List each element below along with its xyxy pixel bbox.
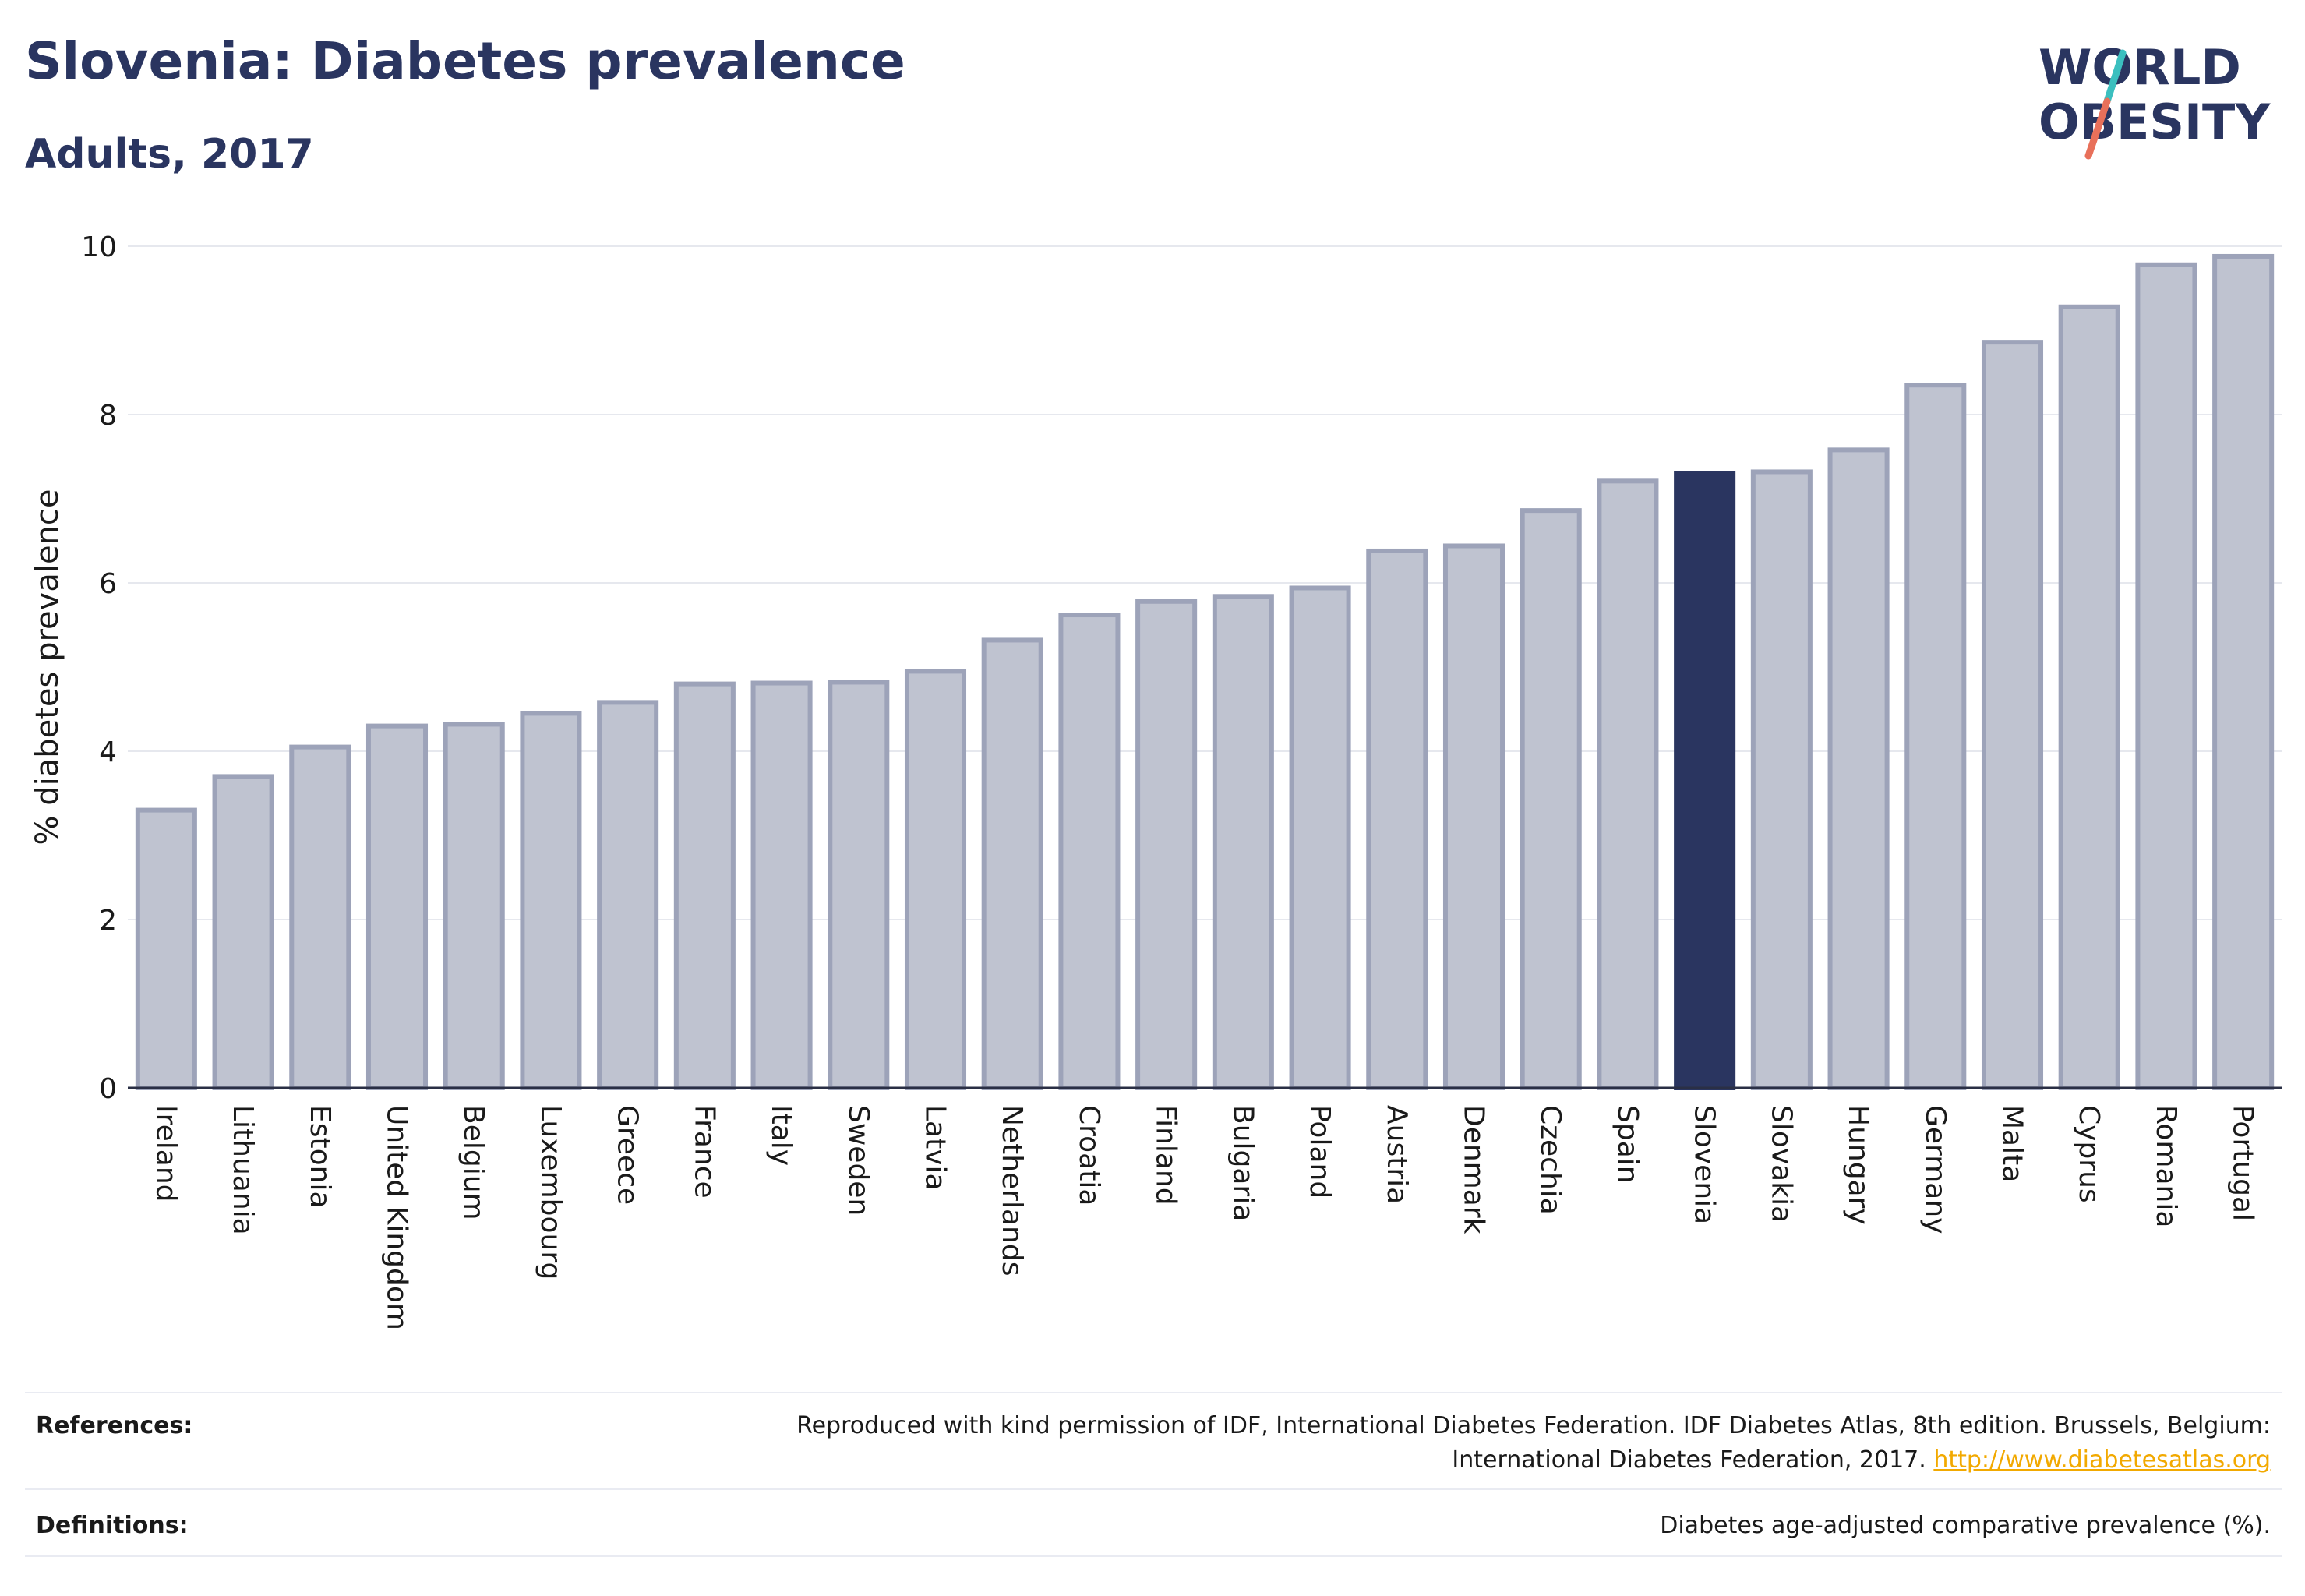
bar (365, 723, 429, 1090)
logo-slash-teal (2103, 49, 2127, 105)
x-tick-label: Croatia (1073, 1105, 1105, 1206)
x-tick-label: Portugal (2227, 1105, 2259, 1221)
references-text-line1: Reproduced with kind permission of IDF, … (796, 1412, 2271, 1439)
bar (212, 774, 274, 1091)
x-tick-label: Czechia (1534, 1105, 1566, 1215)
chart-title: Slovenia: Diabetes prevalence (25, 31, 905, 91)
footer-divider (25, 1488, 2282, 1490)
bar (1597, 478, 1659, 1090)
x-tick-label: France (688, 1105, 720, 1199)
bar (2212, 253, 2275, 1091)
bar-chart: 0 2 4 6 8 10 % diabetes prevalence Ireland Lithu… (30, 231, 2282, 1330)
x-tick-label: Poland (1304, 1105, 1336, 1199)
bar (1135, 598, 1198, 1090)
chart-subtitle: Adults, 2017 (25, 131, 314, 178)
bar (828, 680, 890, 1090)
y-tick-label: 10 (81, 231, 117, 263)
x-tick-label: Italy (765, 1105, 797, 1166)
x-tick-label: Estonia (304, 1105, 336, 1209)
bar (1750, 469, 1813, 1090)
x-tick-label: Sweden (842, 1105, 874, 1216)
references-text-line2: International Diabetes Federation, 2017. (1452, 1446, 1926, 1474)
y-axis-title: % diabetes prevalence (30, 489, 65, 845)
x-tick-label: Spain (1611, 1105, 1643, 1184)
bar (1212, 594, 1274, 1090)
x-tick-label: Denmark (1458, 1105, 1490, 1234)
x-tick-label: Slovenia (1689, 1105, 1721, 1224)
bar (904, 669, 967, 1090)
x-tick-label: Luxembourg (535, 1105, 567, 1280)
x-tick-label: Greece (612, 1105, 644, 1205)
bar (1520, 508, 1582, 1090)
references-text: Reproduced with kind permission of IDF, … (478, 1409, 2271, 1478)
bar (289, 744, 351, 1090)
x-tick-label: Latvia (920, 1105, 951, 1191)
definitions-label: Definitions: (36, 1512, 189, 1539)
bar (1904, 383, 1967, 1090)
references-link[interactable]: http://www.diabetesatlas.org (1933, 1446, 2271, 1474)
x-tick-label: Cyprus (2073, 1105, 2105, 1203)
bar (673, 681, 736, 1090)
x-tick-label: Finland (1150, 1105, 1182, 1206)
bar (2135, 262, 2197, 1090)
x-tick-label: Hungary (1842, 1105, 1874, 1225)
logo-text-world: WORLD (2038, 39, 2241, 96)
x-tick-label: Slovakia (1765, 1105, 1797, 1223)
definitions-text: Diabetes age-adjusted comparative preval… (1660, 1512, 2271, 1539)
bar (135, 807, 197, 1090)
references-label: References: (36, 1412, 193, 1439)
y-tick-label: 4 (99, 736, 117, 768)
logo-slash-coral (2084, 97, 2111, 160)
bar (2058, 304, 2120, 1090)
x-tick-label: Malta (1996, 1105, 2028, 1182)
world-obesity-logo: WORLD OBESITY (2038, 39, 2271, 160)
y-tick-label: 2 (99, 905, 117, 937)
bar (1442, 543, 1505, 1091)
x-tick-label: Germany (1919, 1105, 1951, 1234)
x-tick-label: Belgium (457, 1105, 489, 1220)
logo-text-obesity: OBESITY (2038, 94, 2271, 150)
x-tick-label: United Kingdom (381, 1105, 413, 1330)
x-tick-label: Netherlands (996, 1105, 1028, 1276)
x-tick-label: Bulgaria (1227, 1105, 1258, 1221)
footer-divider (25, 1555, 2282, 1557)
y-tick-label: 0 (99, 1073, 117, 1105)
bar (443, 722, 505, 1090)
bar (1827, 447, 1890, 1090)
bar (750, 680, 813, 1090)
x-tick-label: Lithuania (227, 1105, 259, 1235)
x-tick-label: Austria (1381, 1105, 1413, 1204)
x-tick-label: Ireland (150, 1105, 182, 1202)
bar (1289, 585, 1351, 1091)
x-tick-label: Romania (2150, 1105, 2182, 1227)
bar (1366, 548, 1428, 1090)
bar (520, 711, 582, 1091)
bar (981, 637, 1043, 1090)
bar (1674, 471, 1736, 1091)
y-tick-label: 8 (99, 400, 117, 432)
footer-divider (25, 1392, 2282, 1393)
y-tick-label: 6 (99, 568, 117, 600)
bar (597, 700, 659, 1090)
bar (1058, 613, 1121, 1090)
bar (1981, 340, 2044, 1090)
